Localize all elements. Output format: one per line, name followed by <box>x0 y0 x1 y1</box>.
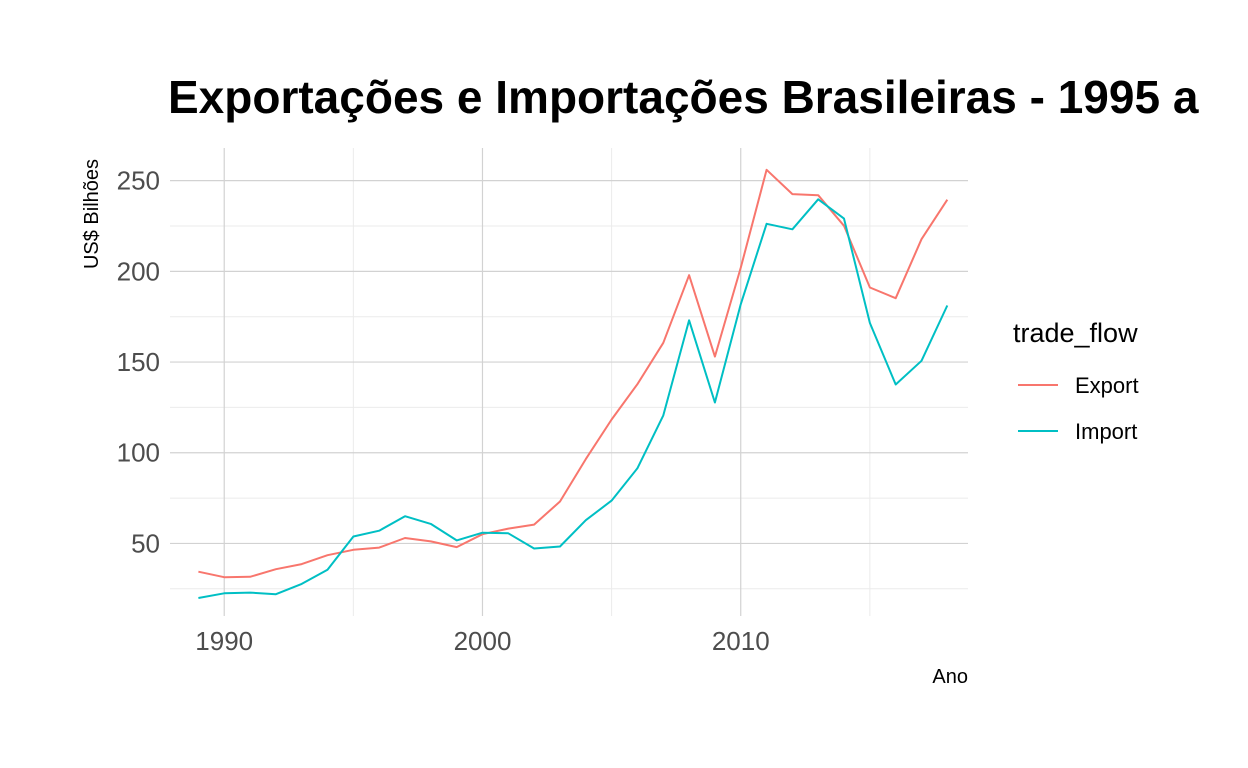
y-tick-label: 200 <box>117 256 160 286</box>
y-tick-label: 250 <box>117 166 160 196</box>
series-line-import <box>198 198 949 599</box>
legend-label-import: Import <box>1075 419 1137 444</box>
grid-minor-vertical <box>352 148 871 616</box>
y-tick-label: 150 <box>117 347 160 377</box>
series-lines <box>198 168 949 599</box>
y-axis-title: US$ Bilhões <box>81 159 103 269</box>
grid-minor-horizontal <box>170 225 968 590</box>
y-tick-label: 50 <box>131 528 160 558</box>
legend-title: trade_flow <box>1013 318 1138 348</box>
series-line-export <box>198 168 949 579</box>
x-tick-label: 2000 <box>454 626 512 656</box>
x-tick-labels: 1990 2000 2010 <box>195 626 769 656</box>
x-axis-title: Ano <box>932 666 968 688</box>
legend-items: Export Import <box>1018 373 1139 444</box>
y-tick-labels: 50 100 150 200 250 <box>117 166 160 559</box>
x-tick-label: 2010 <box>712 626 770 656</box>
grid-major-vertical <box>223 148 742 616</box>
grid-major-horizontal <box>170 180 968 545</box>
legend: trade_flow Export Import <box>1013 318 1139 444</box>
chart-title: Exportações e Importações Brasileiras - … <box>168 71 1199 123</box>
x-tick-label: 1990 <box>195 626 253 656</box>
y-tick-label: 100 <box>117 438 160 468</box>
legend-label-export: Export <box>1075 373 1139 398</box>
